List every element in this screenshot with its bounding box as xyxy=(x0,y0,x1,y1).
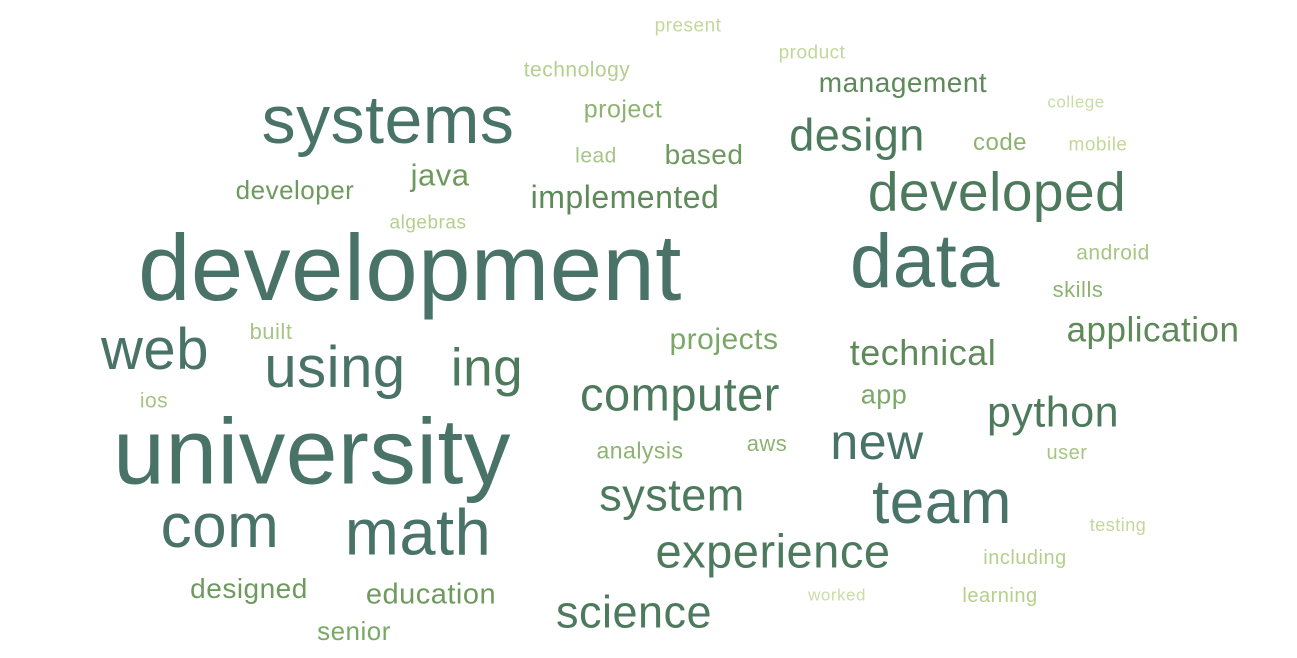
word-present: present xyxy=(654,15,722,37)
word-developer: developer xyxy=(235,175,355,205)
word-management: management xyxy=(818,67,988,98)
word-system: system xyxy=(599,469,745,521)
word-team: team xyxy=(872,468,1012,537)
word-com: com xyxy=(160,492,280,561)
word-using: using xyxy=(264,335,406,400)
word-projects: projects xyxy=(669,323,779,356)
word-math: math xyxy=(344,495,492,569)
word-built: built xyxy=(249,319,293,344)
word-developed: developed xyxy=(867,160,1127,223)
word-application: application xyxy=(1066,310,1240,350)
word-development: development xyxy=(138,215,682,320)
word-including: including xyxy=(983,547,1067,569)
word-code: code xyxy=(972,129,1028,156)
word-implemented: implemented xyxy=(530,179,720,215)
word-based: based xyxy=(664,139,744,170)
word-aws: aws xyxy=(746,431,788,456)
word-university: university xyxy=(113,399,511,504)
word-java: java xyxy=(410,157,470,193)
word-testing: testing xyxy=(1089,515,1147,535)
word-worked: worked xyxy=(808,585,866,605)
word-senior: senior xyxy=(317,616,391,646)
word-user: user xyxy=(1046,442,1088,464)
word-algebras: algebras xyxy=(389,212,467,234)
word-experience: experience xyxy=(655,524,891,578)
word-technology: technology xyxy=(523,58,631,82)
word-technical: technical xyxy=(849,332,997,373)
word-designed: designed xyxy=(190,573,308,604)
word-app: app xyxy=(860,379,908,410)
word-web: web xyxy=(101,317,209,382)
word-lead: lead xyxy=(575,144,617,168)
word-skills: skills xyxy=(1052,277,1104,302)
word-product: product xyxy=(778,42,846,64)
word-mobile: mobile xyxy=(1068,134,1128,156)
word-project: project xyxy=(583,95,663,124)
word-science: science xyxy=(555,586,713,638)
word-new: new xyxy=(830,414,924,470)
word-learning: learning xyxy=(962,585,1038,607)
word-college: college xyxy=(1047,92,1105,112)
word-design: design xyxy=(789,109,925,161)
word-computer: computer xyxy=(580,367,780,421)
word-ios: ios xyxy=(139,389,169,413)
word-education: education xyxy=(365,578,497,611)
word-python: python xyxy=(986,388,1120,437)
word-analysis: analysis xyxy=(596,437,684,464)
word-ing: ing xyxy=(450,338,524,398)
word-data: data xyxy=(850,219,1000,304)
word-systems: systems xyxy=(261,82,515,158)
word-android: android xyxy=(1076,241,1150,265)
